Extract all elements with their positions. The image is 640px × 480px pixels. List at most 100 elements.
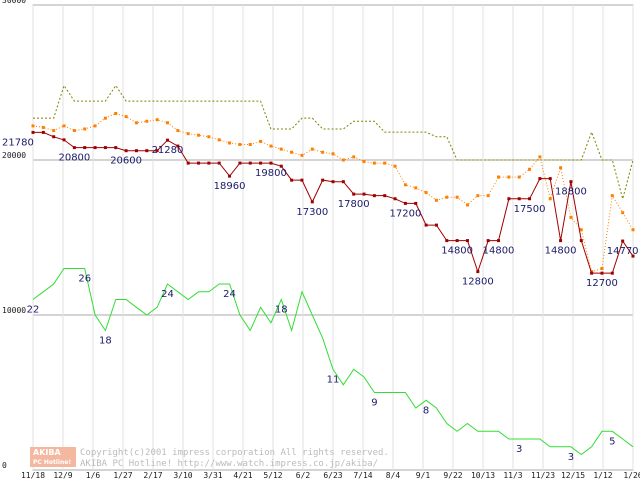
price-avg-point bbox=[124, 115, 128, 119]
y-tick-label: 20000 bbox=[2, 151, 26, 160]
price-avg-point bbox=[548, 197, 552, 201]
price-avg-point bbox=[207, 135, 211, 139]
price-avg-point bbox=[134, 121, 138, 125]
shop-count-label: 24 bbox=[223, 289, 236, 300]
series-layer bbox=[31, 84, 635, 456]
price-min-point bbox=[321, 178, 325, 182]
price-avg-point bbox=[352, 155, 356, 159]
price-avg-point bbox=[600, 267, 604, 270]
price-min-point bbox=[424, 223, 428, 227]
y-tick-label: 30000 bbox=[2, 0, 26, 5]
price-min-point bbox=[269, 161, 273, 165]
x-tick-label: 12/9 bbox=[53, 471, 72, 480]
min-price-label: 14800 bbox=[441, 246, 473, 257]
logo-box bbox=[30, 447, 76, 467]
x-tick-label: 9/22 bbox=[443, 471, 462, 480]
shop-count-label: 26 bbox=[78, 274, 91, 285]
y-tick-label: 10000 bbox=[2, 306, 26, 315]
watermark: AKIBA PC Hotline! Copyright(c)2001 impre… bbox=[30, 447, 389, 469]
min-price-label: 17200 bbox=[390, 208, 422, 219]
data-labels: 21780 20800 20600 21280 18960 19800 17300 17800… bbox=[2, 137, 639, 462]
shop-count-label: 9 bbox=[371, 398, 377, 409]
price-avg-point bbox=[424, 191, 428, 195]
x-tick-label: 11/18 bbox=[21, 471, 45, 480]
price-avg-point bbox=[259, 139, 263, 143]
price-min-point bbox=[186, 161, 190, 165]
grid-lines bbox=[32, 4, 634, 471]
price-min-point bbox=[631, 254, 635, 258]
x-tick-label: 6/23 bbox=[323, 471, 342, 480]
price-avg-point bbox=[290, 150, 294, 154]
price-min-point bbox=[300, 178, 304, 182]
price-min-point bbox=[145, 149, 149, 153]
price-avg-point bbox=[538, 155, 542, 159]
price-avg-point bbox=[517, 175, 521, 179]
price-avg-point bbox=[569, 215, 573, 219]
price-min-point bbox=[455, 239, 459, 243]
x-tick-label: 1/12 bbox=[593, 471, 612, 480]
shop-count-label: 8 bbox=[423, 405, 429, 416]
price-min-point bbox=[600, 271, 604, 275]
price-avg-point bbox=[114, 112, 118, 115]
shop-count-label: 5 bbox=[609, 436, 615, 447]
y-tick-label: 0 bbox=[2, 461, 7, 470]
price-min-point bbox=[362, 192, 366, 196]
x-tick-label: 8/4 bbox=[386, 471, 401, 480]
min-price-label: 17300 bbox=[296, 207, 328, 218]
price-avg-point bbox=[331, 152, 335, 156]
price-avg-point bbox=[310, 147, 314, 151]
min-price-label: 18800 bbox=[555, 187, 587, 198]
price-min-point bbox=[103, 146, 107, 150]
price-min-point bbox=[507, 197, 511, 201]
price-avg-point bbox=[238, 143, 242, 146]
price-min-point bbox=[134, 149, 138, 153]
x-tick-label: 1/26 bbox=[623, 471, 640, 480]
price-min-point bbox=[497, 239, 501, 243]
price-min-point bbox=[434, 223, 438, 227]
price-min-point bbox=[383, 194, 387, 198]
min-price-label: 12800 bbox=[462, 277, 494, 288]
min-price-label: 21280 bbox=[152, 145, 184, 156]
price-avg-point bbox=[176, 129, 180, 133]
price-avg-point bbox=[414, 186, 418, 190]
min-price-label: 20800 bbox=[58, 153, 90, 164]
price-avg-point bbox=[72, 129, 76, 133]
price-avg-point bbox=[197, 133, 201, 137]
price-min-point bbox=[414, 201, 418, 205]
x-tick-label: 12/15 bbox=[561, 471, 585, 480]
price-min-point bbox=[197, 161, 201, 165]
price-avg-point bbox=[465, 203, 469, 207]
min-price-label: 19800 bbox=[255, 168, 287, 179]
price-avg-point bbox=[228, 141, 232, 145]
copyright-line-2: AKIBA PC Hotline! http://www.watch.impre… bbox=[80, 459, 378, 469]
price-avg-point bbox=[103, 116, 107, 120]
price-min-point bbox=[352, 192, 356, 196]
price-min-point bbox=[610, 271, 614, 275]
price-min-point bbox=[248, 161, 252, 165]
price-min-point bbox=[341, 180, 345, 184]
price-avg-point bbox=[248, 143, 252, 146]
price-avg-point bbox=[434, 198, 438, 202]
min-price-label: 14800 bbox=[545, 246, 577, 257]
min-price-label: 20600 bbox=[110, 156, 142, 167]
price-avg-point bbox=[610, 194, 614, 198]
price-max-line bbox=[33, 84, 634, 201]
shop-count-label: 22 bbox=[27, 305, 40, 316]
min-price-label: 21780 bbox=[2, 137, 34, 148]
price-min-point bbox=[165, 138, 169, 142]
price-avg-point bbox=[93, 124, 97, 128]
price-avg-point bbox=[486, 194, 490, 198]
price-min-point bbox=[217, 161, 221, 165]
price-avg-point bbox=[497, 175, 501, 179]
min-price-label: 14770 bbox=[607, 246, 639, 257]
x-tick-label: 11/3 bbox=[503, 471, 522, 480]
price-avg-point bbox=[362, 160, 366, 164]
x-tick-label: 5/12 bbox=[263, 471, 282, 480]
price-min-point bbox=[290, 178, 294, 182]
price-avg-line bbox=[32, 112, 634, 273]
logo-text-top: AKIBA bbox=[33, 448, 61, 457]
price-min-point bbox=[579, 239, 583, 243]
price-min-point bbox=[207, 161, 211, 165]
price-min-point bbox=[114, 146, 118, 150]
